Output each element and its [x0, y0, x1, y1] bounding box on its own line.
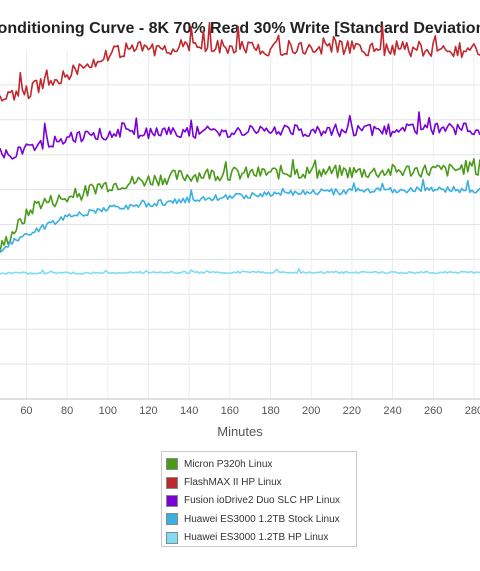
x-tick-label-7: 200	[302, 405, 320, 417]
legend: Micron P320h Linux FlashMAX II HP Linux Fu…	[161, 451, 357, 547]
legend-item-4: Huawei ES3000 1.2TB HP Linux	[166, 529, 356, 547]
legend-label: Micron P320h Linux	[184, 458, 273, 470]
x-tick-label-2: 100	[99, 405, 117, 417]
series-line-2	[0, 111, 480, 160]
x-axis-label: Minutes	[217, 424, 263, 439]
series-line-0	[0, 158, 480, 253]
legend-item-1: FlashMAX II HP Linux	[166, 473, 356, 491]
x-tick-labels: 60 80 100 120 140 160 180 200 220 240 260 280	[20, 405, 480, 417]
x-tick-label-1: 80	[61, 405, 73, 417]
legend-swatch	[166, 531, 178, 544]
series-lines	[0, 21, 480, 276]
legend-item-2: Fusion ioDrive2 Duo SLC HP Linux	[166, 492, 356, 510]
legend-swatch	[166, 476, 178, 489]
x-tick-label-9: 240	[383, 405, 401, 417]
legend-swatch	[166, 458, 178, 471]
legend-item-0: Micron P320h Linux	[166, 455, 356, 473]
x-tick-label-10: 260	[424, 405, 442, 417]
chart-title: Conditioning Curve - 8K 70% Read 30% Wri…	[0, 20, 480, 37]
legend-label: Huawei ES3000 1.2TB HP Linux	[184, 532, 329, 544]
legend-item-3: Huawei ES3000 1.2TB Stock Linux	[166, 510, 356, 528]
legend-swatch	[166, 494, 178, 507]
legend-label: Fusion ioDrive2 Duo SLC HP Linux	[184, 495, 341, 507]
series-line-1	[0, 21, 480, 102]
legend-label: FlashMAX II HP Linux	[184, 477, 282, 489]
x-tick-label-3: 120	[139, 405, 157, 417]
legend-swatch	[166, 513, 178, 526]
x-tick-label-5: 160	[221, 405, 239, 417]
legend-label: Huawei ES3000 1.2TB Stock Linux	[184, 513, 340, 525]
series-line-3	[0, 178, 480, 253]
x-tick-label-4: 140	[180, 405, 198, 417]
series-line-4	[0, 268, 480, 276]
x-tick-label-11: 280	[465, 405, 480, 417]
x-tick-label-6: 180	[261, 405, 279, 417]
plot-area: 60 80 100 120 140 160 180 200 220 240 260 280	[0, 21, 480, 417]
x-tick-label-0: 60	[20, 405, 32, 417]
grid-lines	[0, 50, 480, 400]
x-tick-label-8: 220	[343, 405, 361, 417]
